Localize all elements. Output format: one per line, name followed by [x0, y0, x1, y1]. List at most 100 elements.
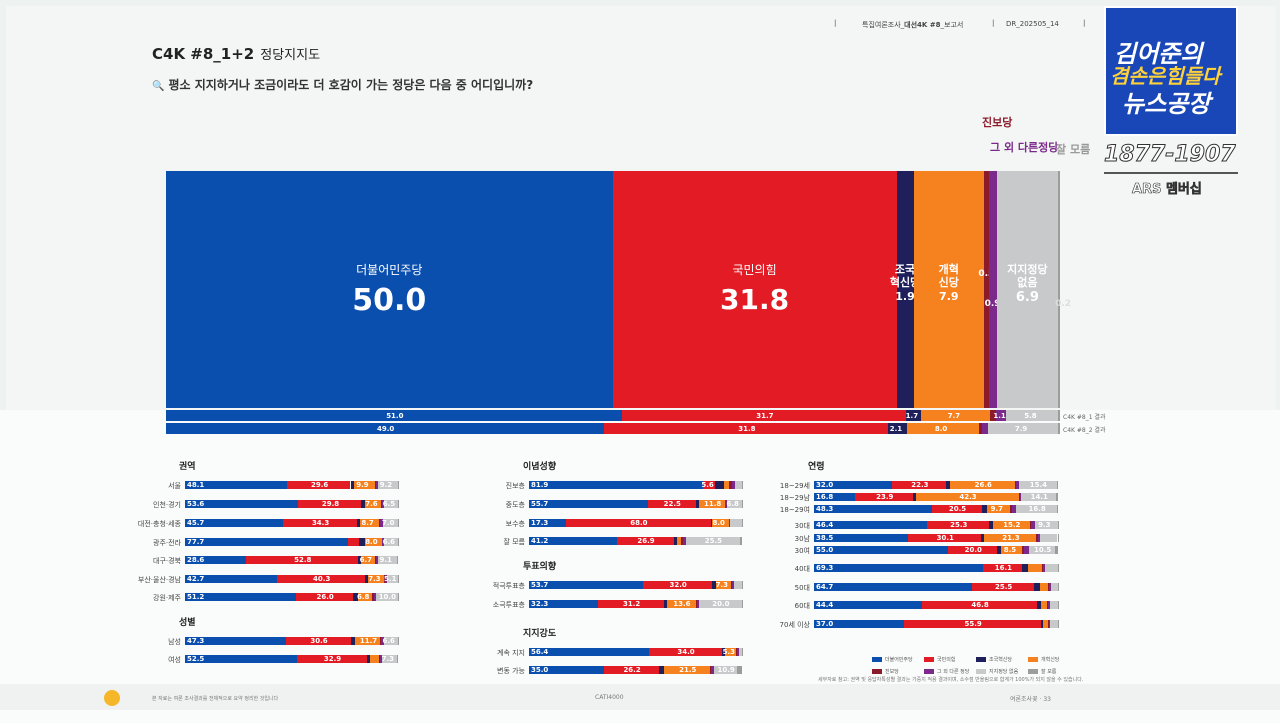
group-bar-segment	[854, 493, 914, 501]
group-bar-segment	[904, 620, 1041, 628]
group-bar-segment	[685, 537, 740, 545]
legend-item: 더불어민주당	[872, 656, 913, 663]
cmp-bar-0-2	[906, 410, 922, 421]
group-bar-segment	[1018, 493, 1020, 501]
group-bar-value: 13.6	[673, 600, 691, 608]
group-bar-value: 7.3	[715, 581, 728, 589]
row-label: 부산·울산·경남	[137, 576, 181, 584]
cmp-bar-1-1	[604, 423, 889, 434]
group-bar-segment	[695, 500, 700, 508]
legend-item: 지지정당 없음	[976, 668, 1018, 675]
group-bar-segment	[1021, 493, 1056, 501]
group-bar-segment	[729, 481, 733, 489]
group-bar-value: 9.1	[379, 556, 392, 564]
group-bar-value: 55.0	[816, 546, 834, 554]
group-bar-value: 34.3	[311, 519, 330, 527]
group-bar-segment	[373, 593, 376, 601]
main-bar-0	[166, 171, 613, 408]
group-bar-value: 8.7	[361, 519, 374, 527]
divider	[1104, 172, 1238, 174]
group-bar-segment	[724, 648, 737, 656]
row-label: 광주·전라	[153, 539, 181, 547]
row-label: 강원·제주	[153, 594, 181, 602]
report-label: 특집여론조사_대선4K #8_보고서	[862, 21, 964, 29]
group-bar-segment	[814, 505, 932, 513]
label-progressive: 진보당	[982, 116, 1013, 129]
group-bar-value: 8.0	[712, 519, 725, 527]
group-bar-value: 55.9	[964, 620, 982, 628]
group-bar-segment	[922, 601, 1037, 609]
label-dont-know: 잘 모름	[1056, 143, 1091, 156]
group-bar-segment	[185, 556, 246, 564]
group-bar-value: 30.6	[310, 637, 328, 645]
group-bar-segment	[681, 537, 683, 545]
group-bar-segment	[377, 556, 398, 564]
group-bar-segment	[927, 521, 989, 529]
group-bar-value: 68.0	[630, 519, 648, 527]
group-bar-segment	[711, 581, 716, 589]
group-bar-segment	[1027, 564, 1042, 572]
group-bar-segment	[1041, 564, 1044, 572]
group-bar-value: 15.2	[1003, 521, 1021, 529]
legend-label: 국민의힘	[937, 657, 956, 663]
group-bar-value: 56.4	[531, 648, 549, 656]
group-bar-segment	[814, 493, 855, 501]
legend-item: 조국혁신당	[976, 656, 1012, 663]
group-bar-value: 26.6	[974, 481, 992, 489]
group-bar-segment	[529, 500, 648, 508]
group-bar-value: 16.8	[1028, 505, 1046, 513]
group-bar-segment	[1015, 481, 1017, 489]
group-bar-value: 34.0	[677, 648, 695, 656]
group-bar-segment	[732, 581, 735, 589]
group-bar-value: 6.8	[356, 593, 370, 601]
group-bar-segment	[364, 575, 369, 583]
cmp-row-label-0: C4K #8_1 결과	[1063, 414, 1106, 421]
group-bar-value: 42.7	[187, 575, 205, 583]
cmp-bar-0-7	[1058, 410, 1060, 421]
header-divider: |	[992, 19, 995, 27]
group-bar-segment	[725, 500, 728, 508]
row-label: 보수층	[505, 520, 525, 528]
group-bar-segment	[711, 666, 714, 674]
group-bar-segment	[379, 655, 382, 663]
group-title-5: 연령	[808, 462, 825, 472]
group-bar-value: 29.6	[310, 481, 329, 489]
group-bar-value: 7.3	[381, 655, 394, 663]
group-bar-segment	[1055, 493, 1058, 501]
group-bar-segment	[386, 575, 398, 583]
footer-note: 본 자료는 여론 조사결과를 전체적으로 요약 정리한 것입니다	[152, 696, 279, 702]
group-bar-segment	[737, 666, 742, 674]
row-label: 18~29세	[779, 482, 810, 490]
group-bar-value: 8.0	[365, 538, 378, 546]
group-bar-segment	[1001, 546, 1023, 554]
group-bar-segment	[1034, 521, 1058, 529]
row-label: 여성	[168, 656, 181, 664]
ars-membership: ARS 멤버십	[1132, 182, 1202, 198]
cmp-bar-1-6	[987, 423, 1059, 434]
group-bar-segment	[730, 519, 742, 527]
group-bar-value: 81.9	[531, 481, 549, 489]
group-bar-segment	[385, 575, 387, 583]
cmp-value-1-0: 49.0	[377, 425, 395, 433]
cmp-bar-1-3	[907, 423, 979, 434]
group-bar-segment	[1022, 546, 1024, 554]
group-bar-value: 55.7	[531, 500, 549, 508]
group-bar-segment	[277, 575, 365, 583]
legend-swatch	[924, 669, 934, 674]
group-bar-segment	[713, 666, 738, 674]
group-bar-segment	[1047, 620, 1049, 628]
group-bar-segment	[356, 519, 360, 527]
group-bar-segment	[814, 583, 972, 591]
group-bar-segment	[946, 481, 951, 489]
row-label: 대구·경북	[153, 557, 181, 565]
main-bar-2	[896, 171, 914, 408]
group-bar-segment	[384, 575, 385, 583]
group-bar-segment	[736, 648, 738, 656]
row-label: 남성	[168, 638, 181, 646]
group-bar-segment	[992, 521, 1030, 529]
legend-label: 지지정당 없음	[989, 669, 1019, 675]
group-bar-segment	[529, 481, 704, 489]
legend-item: 진보당	[872, 668, 899, 675]
group-bar-value: 5.6	[701, 481, 714, 489]
group-bar-value: 20.0	[712, 600, 730, 608]
